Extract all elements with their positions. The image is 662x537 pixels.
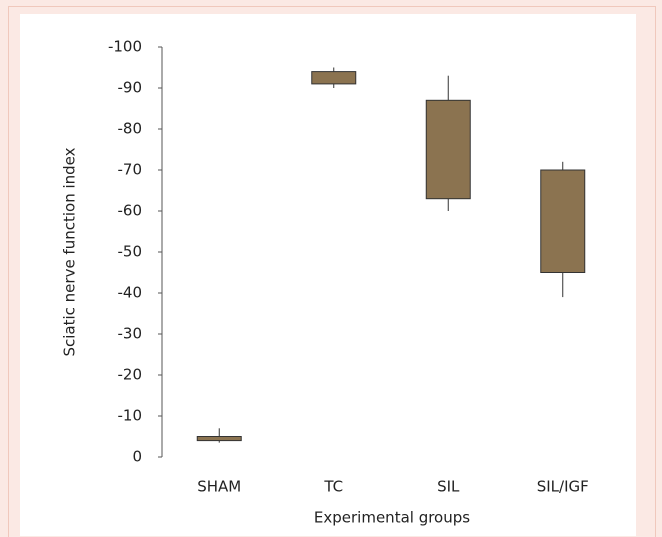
y-axis-label: Sciatic nerve function index: [61, 147, 79, 356]
y-tick-label: -10: [118, 407, 143, 425]
y-tick-label: -70: [118, 161, 143, 179]
y-tick-label: -90: [118, 79, 143, 97]
y-tick-label: -40: [118, 284, 143, 302]
box: [196, 436, 242, 442]
y-tick-label: -30: [118, 325, 143, 343]
frame: [8, 6, 656, 537]
x-tick-label: SIL: [437, 478, 460, 496]
box: [540, 169, 586, 273]
y-tick-label: -50: [118, 243, 143, 261]
x-tick-label: SIL/IGF: [537, 478, 589, 496]
y-tick-label: -100: [108, 38, 142, 56]
x-tick-label: SHAM: [197, 478, 241, 496]
box: [425, 99, 471, 200]
panel: [20, 14, 636, 536]
y-tick-label: 0: [132, 448, 142, 466]
x-axis-label: Experimental groups: [314, 509, 470, 527]
box: [311, 71, 357, 85]
y-tick-label: -60: [118, 202, 143, 220]
y-tick-label: -80: [118, 120, 143, 138]
y-tick-label: -20: [118, 366, 143, 384]
x-tick-label: TC: [323, 478, 343, 496]
